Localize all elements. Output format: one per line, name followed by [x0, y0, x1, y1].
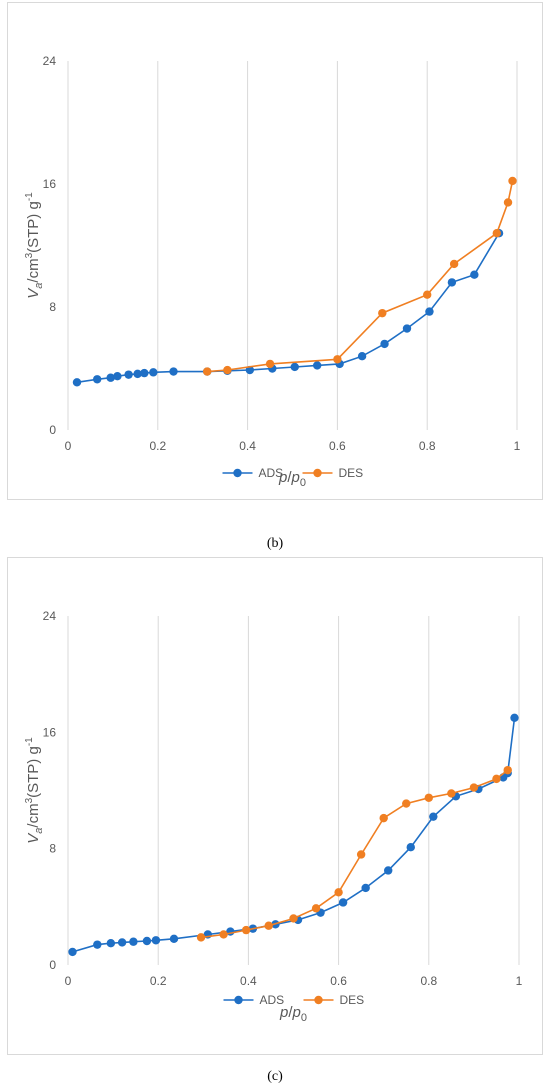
- data-point-ads: [384, 866, 393, 875]
- data-point-des: [424, 793, 433, 802]
- x-tick-label: 0.4: [239, 439, 256, 453]
- data-point-des: [492, 229, 501, 238]
- data-point-ads: [361, 883, 370, 893]
- data-point-des: [202, 367, 212, 376]
- data-point-ads: [406, 843, 415, 852]
- data-point-ads: [470, 270, 479, 279]
- legend-marker-des: [313, 468, 322, 478]
- data-point-ads: [106, 373, 115, 382]
- data-point-des: [223, 365, 232, 375]
- chart-b: 0 0.2 0.4 0.6 0.8 1 0 8 16 24 Va/cm3(STP) g-1 p/p0A…: [24, 54, 521, 489]
- data-point-des: [503, 765, 512, 775]
- data-point-ads: [447, 278, 457, 287]
- y-tick-label: 8: [49, 842, 56, 856]
- data-point-des: [379, 813, 388, 823]
- chart-panel-c: 0 0.2 0.4 0.6 0.8 1 0 8 16 24 Va/cm3(STP) g-1 p/p0 A…: [7, 557, 543, 1055]
- y-tick-label: 0: [49, 423, 56, 437]
- data-point-ads: [142, 936, 152, 946]
- data-point-des: [334, 888, 343, 897]
- y-tick-label: 24: [43, 54, 57, 68]
- data-point-ads: [338, 898, 348, 907]
- y-tick-label: 0: [49, 958, 56, 972]
- data-point-ads: [92, 375, 102, 384]
- data-point-des: [423, 290, 432, 299]
- data-point-ads: [129, 937, 138, 946]
- x-tick-label: 0.8: [419, 439, 436, 453]
- data-point-ads: [357, 352, 367, 361]
- x-tick-label: 1: [514, 439, 521, 453]
- data-point-ads: [149, 368, 158, 377]
- y-axis-title: Va/cm3(STP) g-1: [24, 192, 45, 299]
- x-tick-label: 0.2: [149, 439, 166, 453]
- data-point-ads: [510, 713, 519, 722]
- data-point-ads: [429, 812, 438, 821]
- data-point-ads: [72, 378, 82, 387]
- x-axis-title: p/p0: [279, 1004, 307, 1024]
- data-point-des: [402, 799, 411, 808]
- data-point-ads: [68, 947, 77, 957]
- data-point-ads: [245, 365, 255, 375]
- y-tick-label: 16: [43, 177, 57, 191]
- caption-c: (c): [267, 1069, 283, 1084]
- data-point-ads: [124, 370, 133, 379]
- data-point-ads: [140, 368, 149, 378]
- legend-label-des: DES: [339, 466, 364, 480]
- x-tick-label: 0.8: [420, 974, 437, 988]
- data-point-ads: [117, 938, 127, 947]
- legend-marker-ads: [233, 468, 242, 478]
- data-point-des: [264, 921, 273, 930]
- data-point-des: [356, 850, 366, 859]
- legend-marker-ads: [234, 995, 243, 1005]
- data-point-ads: [93, 940, 102, 949]
- x-tick-label: 1: [516, 974, 523, 988]
- data-point-des: [469, 783, 479, 792]
- legend-label-ads: ADS: [260, 993, 285, 1007]
- x-axis-title: p/p0: [278, 469, 306, 489]
- data-point-des: [492, 774, 501, 784]
- chart-c: 0 0.2 0.4 0.6 0.8 1 0 8 16 24 Va/cm3(STP) g-1 p/p0A…: [24, 609, 523, 1024]
- data-point-des: [508, 176, 517, 186]
- y-tick-label: 16: [43, 725, 57, 739]
- data-point-des: [265, 359, 275, 369]
- data-point-ads: [290, 362, 299, 372]
- data-point-ads: [113, 371, 122, 381]
- data-point-des: [378, 308, 387, 318]
- y-axis-title: Va/cm3(STP) g-1: [24, 737, 45, 844]
- x-tick-label: 0.4: [240, 974, 257, 988]
- x-tick-label: 0: [65, 439, 72, 453]
- data-point-ads: [133, 369, 142, 379]
- data-point-ads: [106, 938, 116, 948]
- data-point-des: [503, 198, 513, 207]
- legend-marker-des: [314, 995, 323, 1005]
- data-point-ads: [151, 936, 161, 945]
- series-line-des: [207, 180, 514, 373]
- data-point-ads: [169, 934, 179, 944]
- y-tick-label: 24: [43, 609, 57, 623]
- data-point-des: [449, 259, 459, 269]
- x-tick-label: 0.6: [330, 974, 347, 988]
- data-point-des: [311, 904, 321, 913]
- data-point-des: [241, 925, 251, 935]
- legend-label-des: DES: [340, 993, 365, 1007]
- legend-label-ads: ADS: [259, 466, 284, 480]
- data-point-des: [196, 933, 206, 942]
- series-line-ads: [76, 232, 500, 384]
- data-point-ads: [402, 324, 412, 333]
- x-tick-label: 0: [65, 974, 72, 988]
- data-point-des: [219, 930, 228, 939]
- y-tick-label: 8: [49, 300, 56, 314]
- x-tick-label: 0.2: [150, 974, 167, 988]
- data-point-ads: [380, 339, 389, 349]
- chart-panel-b: 0 0.2 0.4 0.6 0.8 1 0 8 16 24 Va/cm3(STP) g-1 p/p0 A…: [7, 2, 543, 500]
- data-point-des: [333, 355, 342, 364]
- data-point-ads: [312, 361, 322, 370]
- data-point-ads: [425, 307, 434, 316]
- data-point-des: [289, 914, 298, 923]
- x-tick-label: 0.6: [329, 439, 346, 453]
- data-point-des: [447, 789, 456, 798]
- data-point-ads: [169, 367, 178, 376]
- caption-b: (b): [266, 536, 284, 551]
